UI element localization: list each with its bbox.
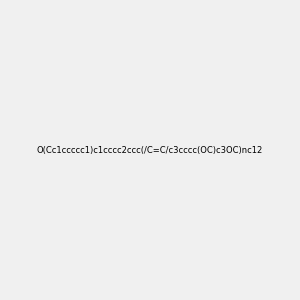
Text: O(Cc1ccccc1)c1cccc2ccc(/C=C/c3cccc(OC)c3OC)nc12: O(Cc1ccccc1)c1cccc2ccc(/C=C/c3cccc(OC)c3… (37, 146, 263, 154)
